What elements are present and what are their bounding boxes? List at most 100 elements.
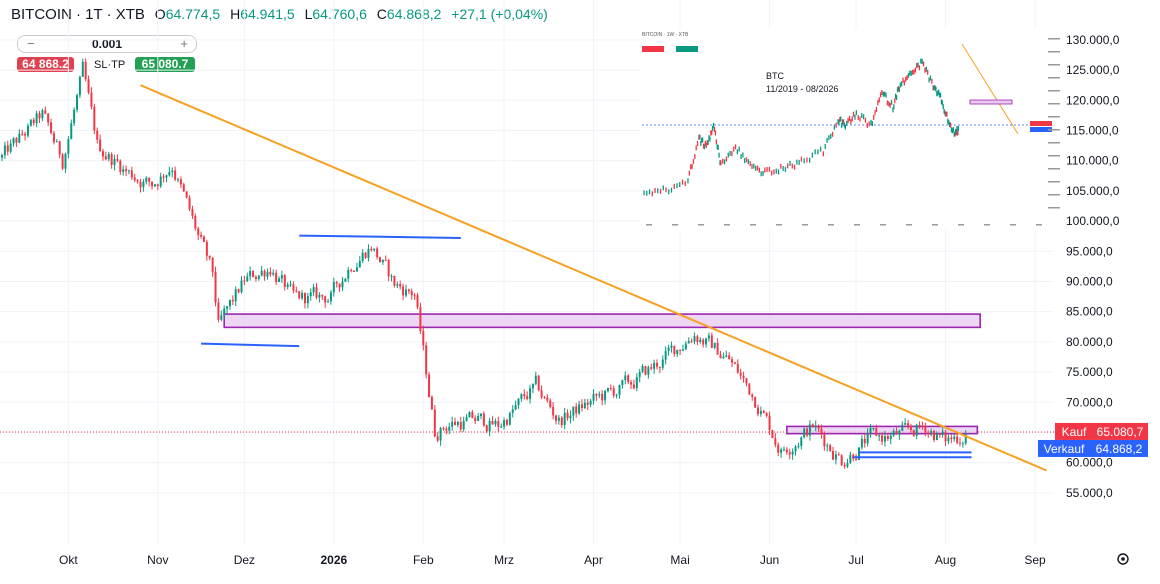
candle-body bbox=[381, 259, 384, 263]
downtrend-line[interactable] bbox=[140, 84, 1047, 472]
candle bbox=[710, 332, 713, 349]
candle-body bbox=[298, 291, 301, 299]
inset-candle bbox=[835, 122, 837, 128]
candle-body bbox=[205, 241, 208, 256]
inset-candle bbox=[931, 78, 933, 84]
candle bbox=[863, 433, 866, 448]
candle bbox=[592, 389, 595, 405]
candle-body bbox=[373, 248, 376, 251]
buy-button[interactable]: 65 080.7 bbox=[135, 57, 195, 72]
inset-candle bbox=[704, 140, 707, 146]
candle bbox=[684, 341, 687, 351]
candle-body bbox=[329, 292, 332, 302]
candle-body bbox=[722, 356, 725, 359]
candle bbox=[436, 432, 439, 443]
inset-candle bbox=[699, 134, 701, 140]
candle bbox=[829, 443, 832, 452]
sell-button[interactable]: 64 868.2 bbox=[17, 57, 74, 72]
candle bbox=[918, 421, 921, 429]
inset-candle bbox=[841, 119, 844, 125]
inset-candle bbox=[725, 156, 728, 162]
candle-body bbox=[491, 421, 494, 425]
inset-candle bbox=[755, 165, 757, 171]
zone-drawings[interactable] bbox=[223, 313, 981, 435]
candle-body bbox=[73, 109, 76, 124]
candle-body bbox=[872, 428, 875, 430]
inset-candle bbox=[698, 134, 700, 140]
candle-body bbox=[462, 421, 465, 430]
inset-candle bbox=[709, 136, 711, 142]
candle bbox=[555, 414, 558, 425]
candle bbox=[635, 373, 638, 392]
candle-body bbox=[266, 271, 269, 277]
candle bbox=[289, 280, 292, 288]
candle-body bbox=[534, 375, 537, 384]
inset-candle bbox=[784, 166, 787, 172]
candle-body bbox=[477, 415, 480, 421]
candle-body bbox=[223, 308, 226, 316]
inset-candle bbox=[871, 121, 873, 127]
candle bbox=[462, 416, 465, 432]
inset-candle bbox=[729, 150, 731, 156]
candle bbox=[101, 148, 104, 161]
candle bbox=[479, 413, 482, 420]
inset-candle bbox=[956, 126, 958, 132]
candle-body bbox=[156, 184, 159, 187]
time-axis[interactable]: Okt Nov Dez 2026 Feb Mrz Apr Mai Jun Jul Aug Sep bbox=[59, 553, 1046, 567]
candle-body bbox=[15, 138, 18, 143]
candle-body bbox=[407, 289, 410, 292]
inset-candle bbox=[910, 70, 912, 76]
candle-body bbox=[855, 458, 858, 460]
candle-body bbox=[234, 289, 237, 302]
line-drawings[interactable] bbox=[140, 84, 1047, 472]
support-line[interactable] bbox=[201, 342, 300, 348]
candle bbox=[615, 393, 618, 399]
candle bbox=[191, 205, 194, 220]
inset-candle bbox=[806, 157, 808, 163]
inset-candle bbox=[925, 66, 927, 72]
inset-candle bbox=[727, 152, 729, 158]
y-tick-label: 80.000,0 bbox=[1066, 335, 1113, 349]
candle bbox=[301, 290, 304, 301]
candle-body bbox=[303, 292, 306, 304]
candle-body bbox=[367, 248, 370, 258]
candle bbox=[393, 275, 396, 288]
resistance-line[interactable] bbox=[299, 234, 461, 239]
candle bbox=[217, 298, 220, 323]
gear-icon[interactable] bbox=[1117, 553, 1129, 565]
candle bbox=[777, 442, 780, 457]
symbol-title[interactable]: BITCOIN · 1T · XTB bbox=[11, 6, 145, 23]
inset-candle bbox=[731, 151, 733, 157]
candle-body bbox=[145, 177, 148, 182]
sl-tp-button[interactable]: SL·TP bbox=[94, 59, 126, 71]
candle-body bbox=[96, 130, 99, 140]
candle bbox=[329, 289, 332, 305]
resistance-zone-upper[interactable] bbox=[223, 313, 981, 329]
candle bbox=[676, 349, 679, 357]
candle bbox=[742, 371, 745, 383]
candle bbox=[324, 295, 327, 308]
increase-quantity-button[interactable]: + bbox=[180, 36, 188, 51]
candle bbox=[860, 435, 863, 450]
candle bbox=[280, 270, 283, 283]
candle-body bbox=[3, 145, 6, 156]
decrease-quantity-button[interactable]: − bbox=[27, 36, 35, 51]
candle bbox=[823, 431, 826, 451]
candle bbox=[907, 419, 910, 430]
candle-body bbox=[142, 181, 145, 188]
candle-body bbox=[1, 155, 3, 158]
candle bbox=[612, 385, 615, 399]
quantity-value[interactable]: 0.001 bbox=[91, 37, 123, 51]
inset-candle bbox=[712, 122, 715, 128]
inset-candle bbox=[817, 149, 819, 155]
candle bbox=[739, 368, 742, 380]
inset-sell-badge bbox=[642, 46, 664, 52]
candle-body bbox=[81, 61, 84, 77]
candle bbox=[840, 454, 843, 467]
candle-body bbox=[208, 255, 211, 258]
candle bbox=[580, 399, 583, 412]
candle-body bbox=[765, 413, 768, 416]
candle-body bbox=[35, 113, 38, 124]
candle bbox=[768, 411, 771, 436]
